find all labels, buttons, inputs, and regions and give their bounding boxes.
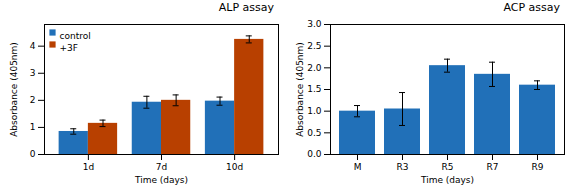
svg-text:R9: R9 <box>532 162 544 172</box>
svg-text:Time (days): Time (days) <box>420 175 474 185</box>
svg-text:0: 0 <box>30 149 36 159</box>
svg-text:1: 1 <box>30 122 36 132</box>
svg-text:R3: R3 <box>397 162 409 172</box>
svg-text:3.0: 3.0 <box>307 19 322 29</box>
svg-text:+3F: +3F <box>60 43 78 53</box>
svg-text:1.0: 1.0 <box>307 106 322 116</box>
svg-text:1d: 1d <box>83 162 94 172</box>
svg-text:3: 3 <box>30 68 36 78</box>
svg-text:0.5: 0.5 <box>307 128 321 138</box>
svg-text:Absorbance (405nm): Absorbance (405nm) <box>295 42 305 137</box>
svg-text:R7: R7 <box>487 162 499 172</box>
svg-text:Time (days): Time (days) <box>134 175 188 185</box>
html-text:ACP assay: ACP assay <box>503 1 560 14</box>
svg-text:0.0: 0.0 <box>307 149 322 159</box>
svg-text:2: 2 <box>30 95 36 105</box>
svg-text:Absorbance (405nm): Absorbance (405nm) <box>9 42 19 137</box>
html-text:ALP assay: ALP assay <box>218 1 274 14</box>
svg-text:R5: R5 <box>442 162 454 172</box>
svg-text:4: 4 <box>30 41 36 51</box>
svg-text:2.0: 2.0 <box>307 63 322 73</box>
svg-text:2.5: 2.5 <box>307 41 321 51</box>
svg-text:M: M <box>354 162 362 172</box>
svg-text:control: control <box>60 31 91 41</box>
svg-text:7d: 7d <box>156 162 167 172</box>
svg-text:10d: 10d <box>226 162 243 172</box>
svg-text:1.5: 1.5 <box>307 84 321 94</box>
